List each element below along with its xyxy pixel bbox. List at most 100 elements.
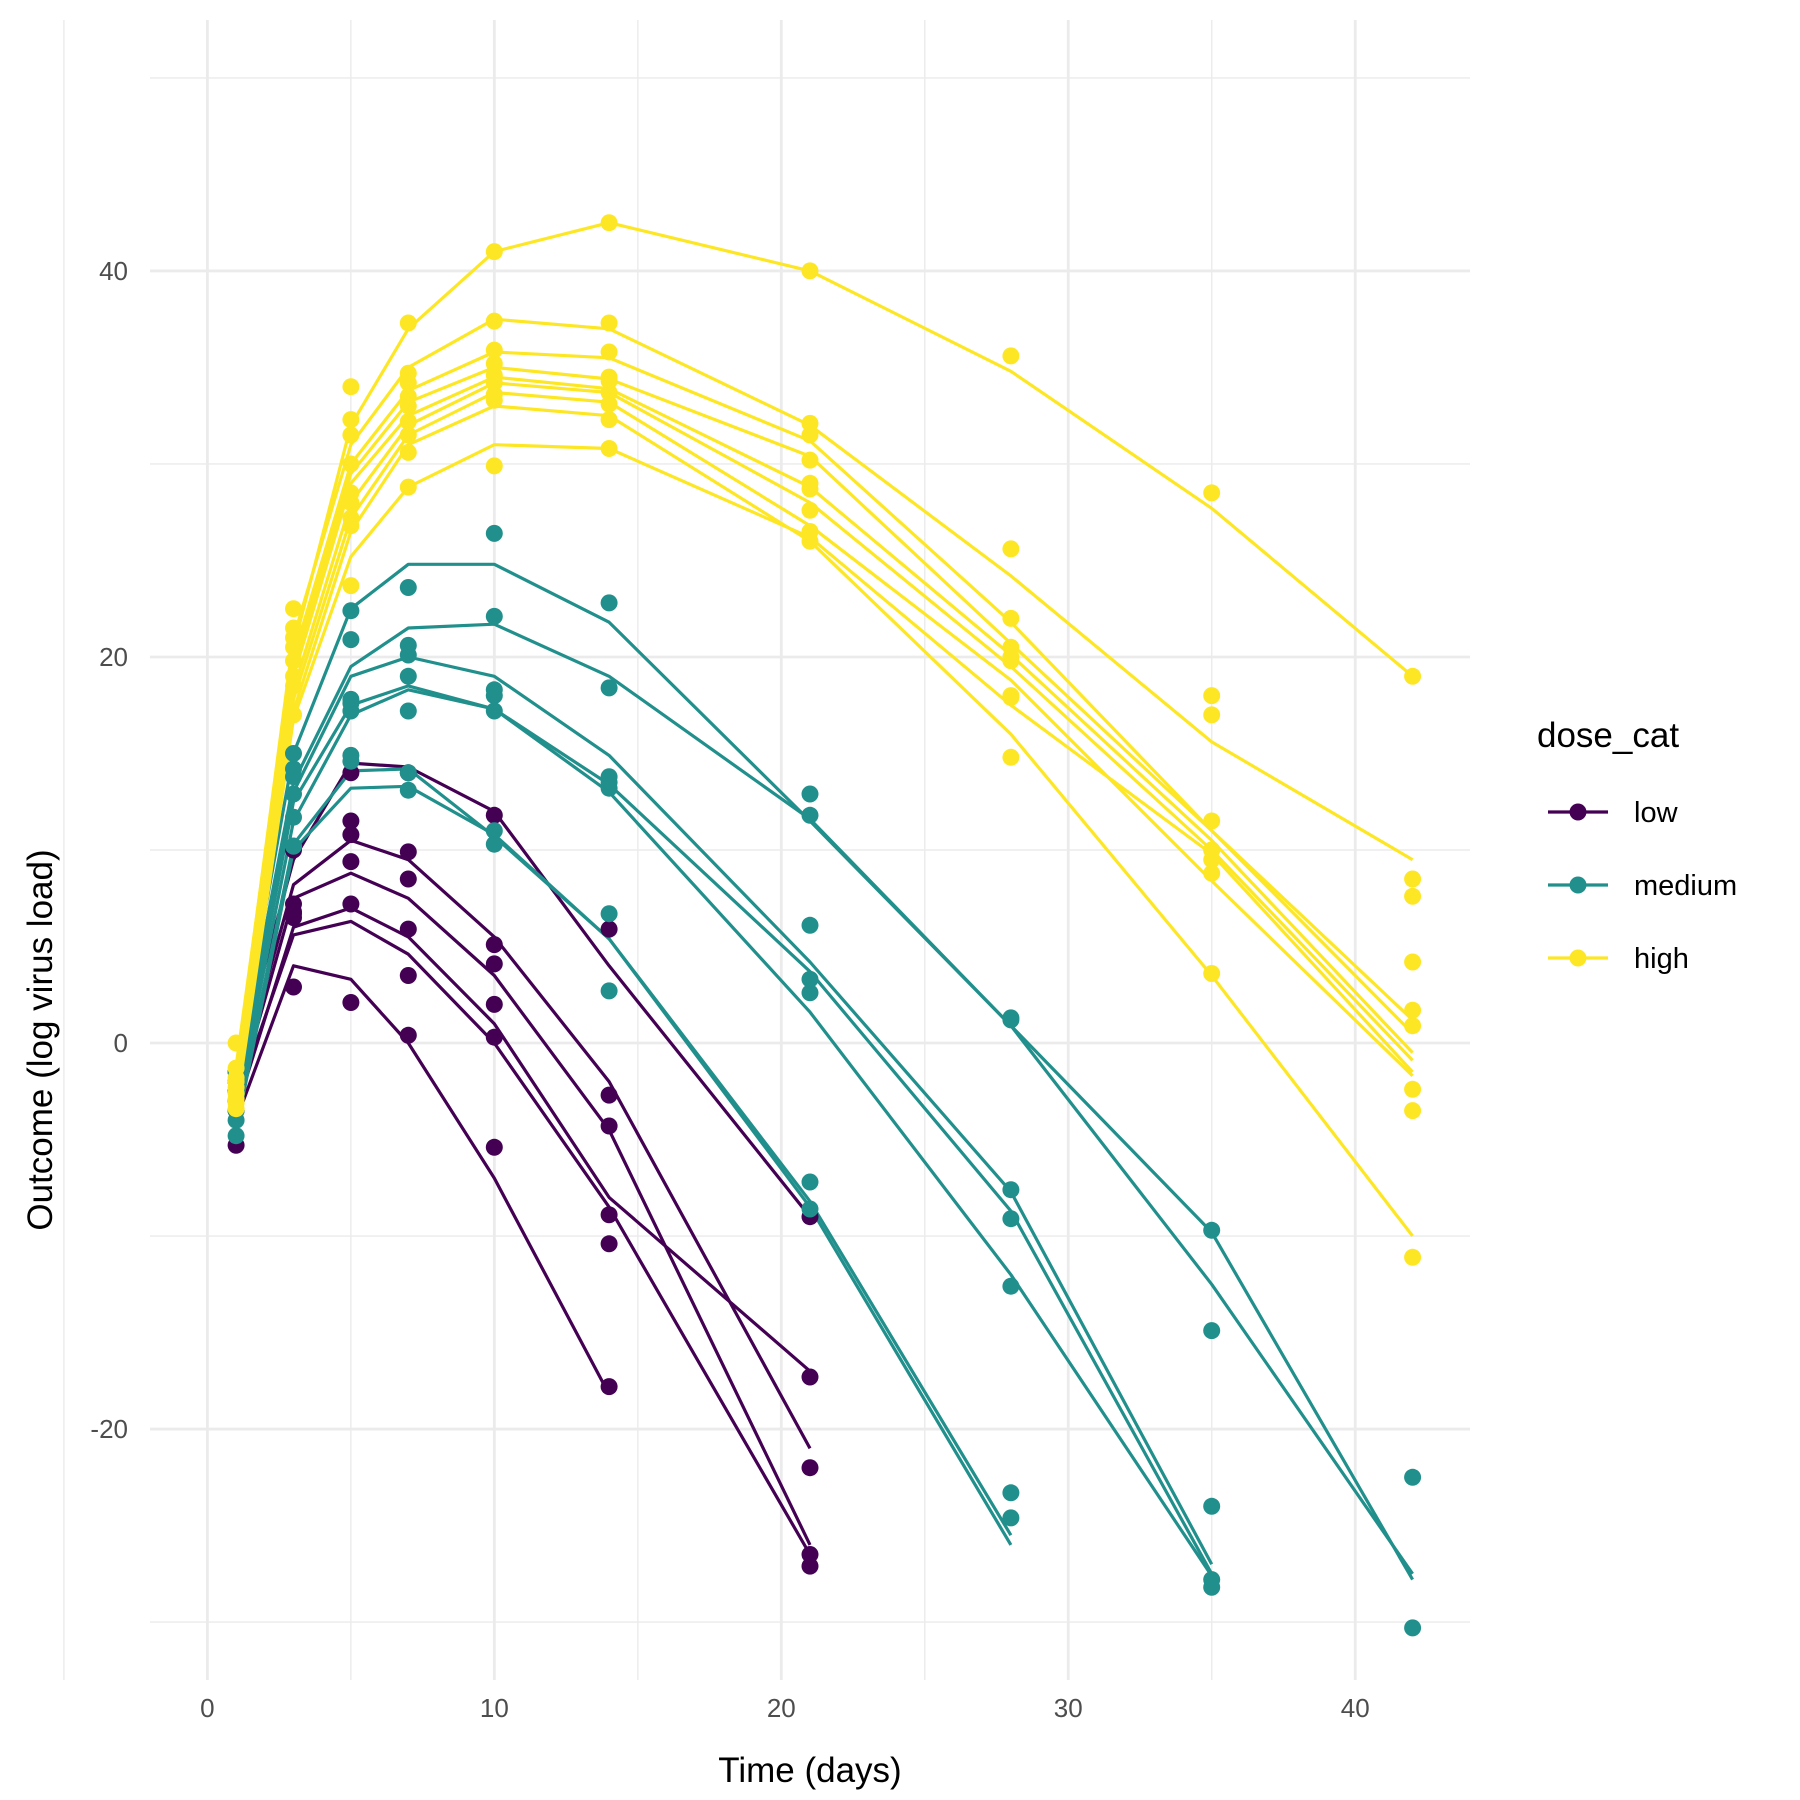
data-point-medium xyxy=(1203,1221,1221,1239)
data-point-low xyxy=(801,1459,819,1477)
data-point-low xyxy=(485,1028,503,1046)
data-point-low xyxy=(342,853,360,871)
data-point-medium xyxy=(399,702,417,720)
data-point-high xyxy=(485,457,503,475)
data-point-low xyxy=(342,895,360,913)
data-point-medium xyxy=(1002,1011,1020,1029)
data-point-low xyxy=(801,1557,819,1575)
series-line-high xyxy=(234,317,1414,1073)
data-point-high xyxy=(399,426,417,444)
data-point-medium xyxy=(600,779,618,797)
series-lines xyxy=(234,221,1414,1581)
x-tick-label: 0 xyxy=(200,1693,214,1723)
data-point-medium xyxy=(801,785,819,803)
legend: dose_cat low medium high xyxy=(1537,716,1737,975)
data-point-medium xyxy=(600,594,618,612)
data-point-low xyxy=(600,920,618,938)
data-point-high xyxy=(1404,667,1422,685)
data-point-medium xyxy=(801,1173,819,1191)
data-point-low xyxy=(399,967,417,984)
data-point-high xyxy=(342,411,360,429)
data-point-medium xyxy=(399,579,417,596)
data-point-high xyxy=(285,652,302,670)
data-point-high xyxy=(1404,887,1422,905)
data-point-high xyxy=(399,443,417,461)
data-point-low xyxy=(600,1117,618,1135)
data-point-high xyxy=(1404,1248,1422,1266)
data-point-medium xyxy=(227,1127,245,1145)
x-tick-label: 10 xyxy=(480,1693,509,1723)
data-point-high xyxy=(1002,347,1020,365)
legend-title: dose_cat xyxy=(1537,716,1679,755)
data-point-low xyxy=(342,812,360,830)
data-point-high xyxy=(1002,540,1020,558)
data-point-high xyxy=(1404,1102,1422,1120)
data-point-medium xyxy=(399,764,417,782)
data-point-high xyxy=(399,314,417,332)
legend-key-point-high xyxy=(1569,949,1587,967)
series-line-medium xyxy=(234,622,1414,1575)
data-point-medium xyxy=(1002,1181,1020,1199)
data-point-medium xyxy=(285,768,302,786)
data-point-high xyxy=(342,494,360,512)
data-point-medium xyxy=(342,631,360,649)
data-point-medium xyxy=(1002,1509,1020,1527)
data-point-high xyxy=(485,391,503,409)
y-tick-label: 40 xyxy=(99,256,128,286)
data-point-medium xyxy=(285,745,302,762)
data-point-medium xyxy=(285,785,302,803)
data-point-low xyxy=(600,1235,618,1253)
data-point-high xyxy=(485,341,503,359)
series-line-high xyxy=(234,381,1414,1094)
x-tick-label: 30 xyxy=(1054,1693,1083,1723)
data-point-low xyxy=(399,870,417,888)
data-point-medium xyxy=(399,667,417,685)
data-point-high xyxy=(399,397,417,415)
data-point-high xyxy=(1002,689,1020,706)
data-point-low xyxy=(342,826,360,844)
data-point-medium xyxy=(1203,1497,1221,1515)
data-point-medium xyxy=(801,970,819,988)
data-point-high xyxy=(1203,864,1221,882)
series-line-medium xyxy=(234,562,1414,1581)
data-point-low xyxy=(485,936,503,954)
data-point-low xyxy=(600,1206,618,1224)
series-line-high xyxy=(234,404,1414,1237)
data-point-high xyxy=(1203,812,1221,830)
data-point-high xyxy=(485,243,503,261)
series-line-high xyxy=(234,365,1414,1082)
data-point-medium xyxy=(342,702,360,720)
y-tick-label: 0 xyxy=(114,1028,128,1058)
data-point-high xyxy=(342,378,360,396)
legend-key-point-medium xyxy=(1569,876,1587,894)
data-point-low xyxy=(342,994,360,1011)
data-point-high xyxy=(227,1034,245,1052)
y-tick-labels: -20 0 20 40 xyxy=(90,256,128,1444)
data-point-high xyxy=(285,677,302,695)
data-point-medium xyxy=(801,984,819,1002)
data-point-high xyxy=(1404,1080,1422,1098)
data-point-high xyxy=(1203,841,1221,859)
data-point-low xyxy=(485,806,503,824)
data-point-high xyxy=(285,638,302,656)
legend-entries: low medium high xyxy=(1548,797,1737,975)
data-point-high xyxy=(1203,706,1221,724)
data-point-medium xyxy=(485,822,503,840)
data-point-high xyxy=(342,426,360,444)
legend-key-point-low xyxy=(1569,803,1587,821)
series-line-high xyxy=(234,350,1414,1079)
data-point-medium xyxy=(600,905,618,923)
data-point-high xyxy=(1203,484,1221,502)
data-point-low xyxy=(801,1368,819,1386)
data-point-medium xyxy=(285,837,302,855)
data-point-high xyxy=(801,523,819,540)
data-point-low xyxy=(485,955,503,973)
data-point-high xyxy=(1203,965,1221,982)
data-point-medium xyxy=(485,607,503,625)
data-point-high xyxy=(399,478,417,496)
data-point-high xyxy=(600,440,618,457)
data-point-medium xyxy=(342,602,360,620)
x-tick-label: 40 xyxy=(1341,1693,1370,1723)
data-point-high xyxy=(1002,609,1020,627)
